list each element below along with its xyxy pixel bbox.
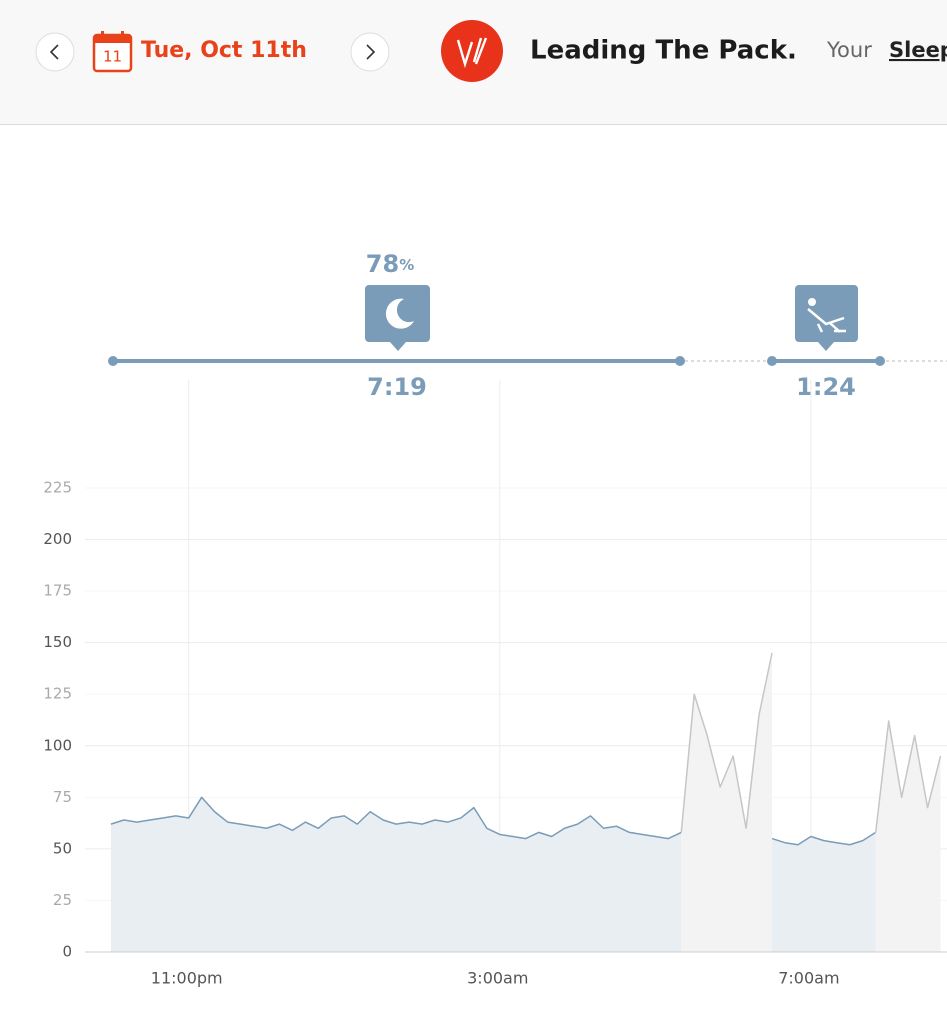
prev-day-button[interactable]	[35, 32, 75, 72]
sleep-icon[interactable]	[365, 285, 430, 351]
calendar-icon[interactable]: 11	[92, 31, 133, 73]
heart-rate-line	[680, 652, 942, 833]
y-tick-label: 225	[43, 479, 72, 497]
performance-unit: %	[399, 256, 414, 274]
header: 11 Tue, Oct 11th Leading The Pack. Your …	[0, 0, 947, 125]
calendar-day: 11	[103, 48, 122, 66]
y-tick-label: 100	[43, 736, 72, 754]
sleep-duration: 7:19	[367, 373, 427, 401]
y-tick-label: 0	[62, 943, 72, 961]
heart-rate-area	[681, 652, 941, 952]
x-tick-label: 3:00am	[467, 969, 528, 988]
x-tick-label: 11:00pm	[151, 969, 223, 988]
y-tick-label: 50	[53, 839, 72, 857]
sleep-summary: 78% 7:19 1:24	[108, 250, 947, 401]
nap-duration: 1:24	[796, 373, 856, 401]
axes: 0 25 50 75 100 125 150 175 200 225 11:00pm 3:00am 7:…	[43, 479, 947, 988]
nap-bar-end	[875, 356, 885, 366]
y-tick-label: 125	[43, 685, 72, 703]
sleep-performance: 78%	[366, 250, 414, 278]
heart-rate-area	[110, 797, 876, 952]
sleep-bar-end	[675, 356, 685, 366]
subtitle-link[interactable]: Sleep	[889, 38, 947, 62]
performance-value: 78	[366, 250, 399, 278]
y-tick-label: 150	[43, 633, 72, 651]
date-label[interactable]: Tue, Oct 11th	[141, 38, 307, 63]
plot	[110, 652, 942, 952]
x-tick-label: 7:00am	[778, 969, 839, 988]
y-tick-label: 175	[43, 582, 72, 600]
subtitle-prefix: Your	[826, 38, 872, 62]
nap-icon[interactable]	[795, 285, 858, 351]
y-tick-label: 75	[53, 788, 72, 806]
logo	[441, 20, 503, 82]
sleep-bar-end	[108, 356, 118, 366]
heart-rate-line	[110, 796, 877, 846]
sleep-chart: 78% 7:19 1:24 0 25 50 75 100 125 150 175 200 225 1…	[43, 250, 947, 988]
nap-bar-end	[767, 356, 777, 366]
headline: Leading The Pack.	[530, 36, 797, 66]
y-tick-label: 200	[43, 530, 72, 548]
next-day-button[interactable]	[350, 32, 390, 72]
y-tick-label: 25	[53, 891, 72, 909]
